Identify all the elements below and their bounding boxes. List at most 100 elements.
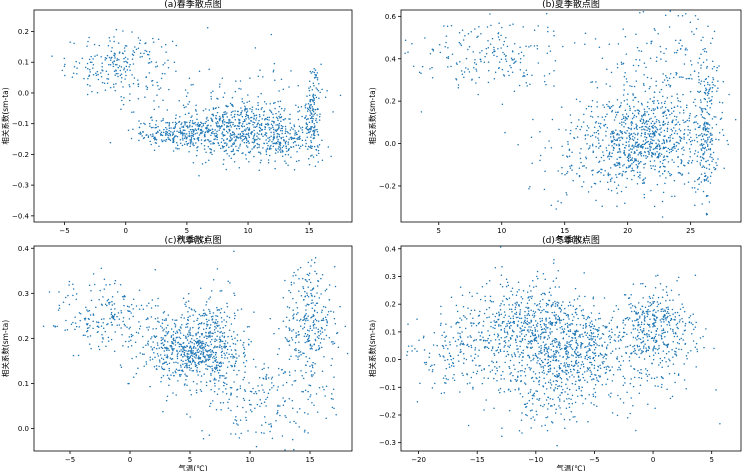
y-axis-label: 相关系数(sm-ta) bbox=[367, 87, 377, 144]
scatter-point bbox=[256, 123, 259, 126]
scatter-point bbox=[307, 131, 310, 134]
scatter-point bbox=[222, 115, 224, 117]
scatter-point bbox=[515, 60, 517, 63]
scatter-point bbox=[472, 317, 474, 319]
scatter-point bbox=[211, 335, 213, 338]
scatter-point bbox=[188, 306, 191, 309]
x-tick-label: 15 bbox=[305, 227, 314, 235]
scatter-point bbox=[154, 142, 157, 144]
scatter-point bbox=[191, 358, 194, 360]
scatter-point bbox=[168, 349, 170, 351]
scatter-point bbox=[301, 126, 304, 129]
scatter-point bbox=[470, 309, 473, 312]
scatter-point bbox=[182, 334, 185, 337]
scatter-point bbox=[282, 150, 284, 152]
scatter-point bbox=[98, 348, 101, 351]
scatter-point bbox=[166, 355, 169, 358]
scatter-point bbox=[113, 314, 116, 316]
scatter-point bbox=[222, 116, 224, 119]
scatter-point bbox=[146, 88, 148, 90]
scatter-point bbox=[656, 147, 658, 150]
scatter-point bbox=[228, 316, 231, 319]
scatter-point bbox=[299, 127, 302, 129]
scatter-point bbox=[711, 127, 714, 129]
scatter-point bbox=[104, 89, 107, 91]
scatter-point bbox=[213, 142, 216, 145]
scatter-point bbox=[243, 135, 245, 137]
scatter-point bbox=[183, 346, 185, 349]
scatter-point bbox=[652, 165, 654, 167]
scatter-point bbox=[272, 116, 275, 119]
scatter-point bbox=[72, 288, 75, 290]
scatter-point bbox=[604, 115, 607, 118]
scatter-point bbox=[303, 318, 306, 320]
scatter-point bbox=[451, 53, 454, 56]
scatter-point bbox=[639, 151, 641, 154]
scatter-point bbox=[275, 149, 278, 152]
scatter-point bbox=[293, 271, 295, 274]
scatter-point bbox=[277, 148, 279, 150]
scatter-point bbox=[564, 173, 566, 176]
scatter-point bbox=[663, 170, 666, 172]
scatter-point bbox=[158, 88, 160, 90]
scatter-point bbox=[210, 353, 213, 356]
scatter-point bbox=[641, 122, 644, 125]
scatter-point bbox=[616, 139, 619, 142]
scatter-point bbox=[187, 335, 190, 337]
scatter-point bbox=[672, 110, 675, 112]
scatter-point bbox=[186, 143, 188, 145]
scatter-point bbox=[500, 58, 503, 61]
scatter-point bbox=[213, 355, 215, 358]
scatter-point bbox=[706, 111, 708, 113]
scatter-point bbox=[483, 312, 486, 315]
scatter-point bbox=[165, 126, 167, 129]
scatter-point bbox=[680, 162, 682, 165]
scatter-point bbox=[244, 135, 247, 138]
scatter-point bbox=[241, 100, 244, 103]
scatter-point bbox=[624, 119, 626, 122]
scatter-point bbox=[710, 134, 712, 137]
scatter-point bbox=[204, 313, 207, 316]
scatter-point bbox=[631, 162, 633, 165]
scatter-point bbox=[420, 111, 423, 113]
scatter-point bbox=[312, 93, 315, 96]
scatter-point bbox=[431, 364, 433, 367]
scatter-point bbox=[214, 354, 217, 356]
scatter-point bbox=[656, 100, 659, 102]
scatter-point bbox=[213, 133, 216, 135]
scatter-point bbox=[207, 350, 209, 352]
scatter-point bbox=[230, 355, 232, 358]
scatter-point bbox=[550, 204, 553, 207]
scatter-point bbox=[160, 139, 163, 141]
scatter-point bbox=[609, 107, 611, 109]
scatter-point bbox=[609, 155, 611, 157]
scatter-point bbox=[689, 140, 692, 143]
scatter-point bbox=[230, 126, 232, 128]
scatter-point bbox=[186, 125, 189, 127]
scatter-point bbox=[702, 153, 704, 156]
scatter-point bbox=[313, 122, 315, 125]
scatter-point bbox=[111, 61, 114, 63]
scatter-point bbox=[697, 62, 699, 64]
scatter-point bbox=[265, 377, 267, 380]
scatter-point bbox=[188, 349, 190, 352]
scatter-point bbox=[578, 167, 581, 169]
scatter-point bbox=[240, 432, 242, 435]
scatter-point bbox=[172, 127, 175, 129]
scatter-point bbox=[711, 96, 713, 98]
scatter-point bbox=[151, 119, 153, 121]
scatter-point bbox=[307, 432, 309, 434]
scatter-point bbox=[216, 393, 219, 395]
scatter-point bbox=[197, 122, 200, 124]
scatter-point bbox=[608, 106, 611, 108]
scatter-point bbox=[242, 130, 244, 133]
scatter-point bbox=[182, 129, 185, 131]
scatter-point bbox=[161, 367, 164, 370]
scatter-point bbox=[279, 414, 281, 417]
scatter-point bbox=[195, 389, 198, 391]
scatter-point bbox=[88, 326, 90, 329]
scatter-point bbox=[162, 337, 164, 339]
scatter-point bbox=[493, 320, 495, 322]
scatter-point bbox=[709, 141, 711, 144]
scatter-point bbox=[671, 159, 673, 161]
